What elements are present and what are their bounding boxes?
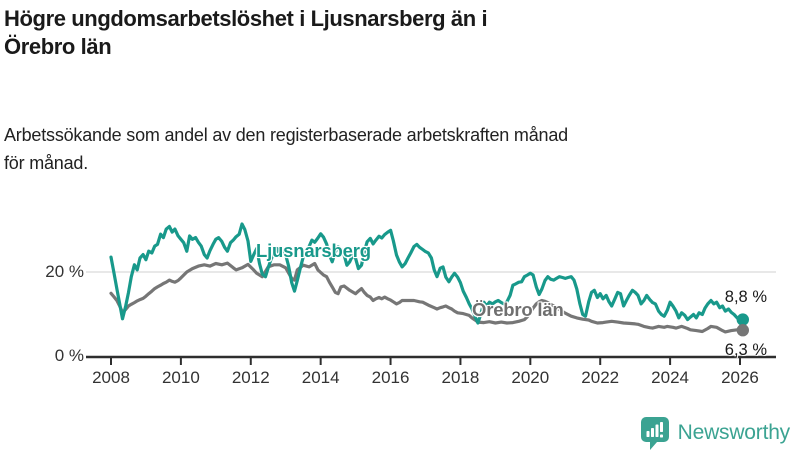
x-axis-label-2008: 2008: [92, 368, 130, 387]
page-title: Högre ungdomsarbetslöshet i Ljusnarsberg…: [4, 5, 704, 61]
subtitle-line-1: Arbetssökande som andel av den registerb…: [4, 125, 568, 145]
x-axis-label-2014: 2014: [301, 368, 340, 387]
end-value-label-orebro-lan: 6,3 %: [724, 341, 767, 359]
series-label-orebro-lan: Örebro län: [472, 299, 564, 320]
end-value-label-ljusnarsberg: 8,8 %: [724, 288, 767, 306]
series-label-ljusnarsberg: Ljusnarsberg: [256, 240, 371, 261]
title-line-2: Örebro län: [4, 34, 112, 59]
x-axis-label-2016: 2016: [371, 368, 410, 387]
line-orebro-lan: [109, 261, 745, 334]
y-axis-label-0pct: 0 %: [54, 346, 84, 365]
newsworthy-logo-text: Newsworthy: [677, 421, 791, 444]
x-axis-label-2010: 2010: [161, 368, 200, 387]
end-dot-orebro-lan: [736, 324, 749, 337]
x-axis-label-2026: 2026: [721, 368, 759, 387]
newsworthy-logo: Newsworthy: [640, 416, 790, 450]
title-line-1: Högre ungdomsarbetslöshet i Ljusnarsberg…: [4, 6, 488, 31]
bar-chart-speech-bubble-icon: [640, 417, 669, 450]
subtitle-line-2: för månad.: [4, 153, 89, 173]
y-axis-label-20pct: 20 %: [45, 262, 84, 281]
x-axis-label-2022: 2022: [581, 368, 620, 387]
chart-subtitle: Arbetssökande som andel av den registerb…: [4, 121, 794, 177]
x-axis-label-2012: 2012: [231, 368, 270, 387]
line-ljusnarsberg: [109, 222, 745, 325]
x-axis-label-2020: 2020: [511, 368, 550, 387]
x-axis-label-2018: 2018: [441, 368, 480, 387]
x-axis-label-2024: 2024: [651, 368, 689, 387]
end-dot-ljusnarsberg: [736, 313, 749, 326]
